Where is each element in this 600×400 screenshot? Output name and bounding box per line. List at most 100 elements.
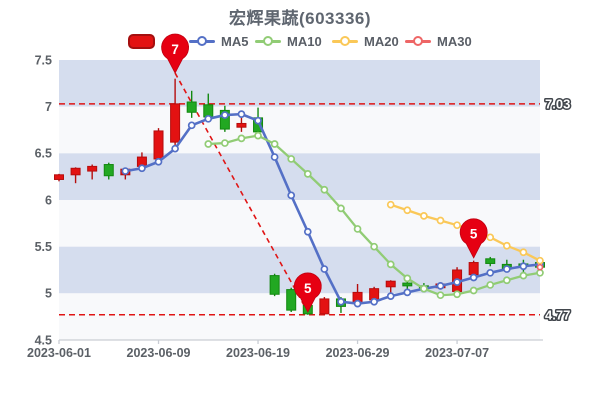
annotation-pin[interactable] <box>161 33 189 74</box>
ma-marker-ma20 <box>436 216 445 225</box>
candle[interactable] <box>286 289 297 311</box>
plot-band <box>59 106 540 154</box>
ma-marker-ma20 <box>536 256 544 265</box>
ma-marker-ma10 <box>204 140 213 148</box>
candle[interactable] <box>87 165 98 172</box>
ma-marker-ma20 <box>519 248 528 257</box>
x-axis-label: 2023-07-07 <box>425 346 489 360</box>
legend-label: MA10 <box>287 33 322 49</box>
legend-item-ma30[interactable]: MA30 <box>405 33 472 49</box>
ma-marker-ma5 <box>171 144 179 153</box>
ma-marker-ma10 <box>320 185 329 194</box>
y-axis-label: 5.5 <box>35 240 52 254</box>
ma-marker-ma10 <box>486 281 495 289</box>
ma-marker-ma5 <box>320 265 329 273</box>
ma-marker-ma20 <box>403 206 412 215</box>
ma-marker-ma10 <box>237 134 246 143</box>
y-axis-label: 7 <box>45 100 52 114</box>
ma-marker-ma5 <box>237 110 246 118</box>
ma-marker-ma10 <box>420 284 428 293</box>
ma-marker-ma5 <box>187 121 196 130</box>
legend-item-ma20[interactable]: MA20 <box>332 33 399 49</box>
ma-marker-ma10 <box>270 140 279 148</box>
ma30-legend-icon <box>405 33 431 49</box>
ma-marker-ma20 <box>453 221 461 230</box>
ma-marker-ma20 <box>386 200 395 209</box>
ma-marker-ma10 <box>287 155 296 163</box>
ma5-legend-icon <box>189 33 215 49</box>
ma-marker-ma5 <box>287 191 296 200</box>
ma-marker-ma5 <box>386 292 395 300</box>
y-axis-label: 4.5 <box>35 333 52 347</box>
ma-marker-ma10 <box>436 291 445 300</box>
ma-marker-ma10 <box>337 204 345 213</box>
kline-legend-icon <box>128 33 155 49</box>
candle[interactable] <box>269 275 280 295</box>
y-axis-label: 6 <box>45 193 52 207</box>
candle[interactable] <box>468 262 479 276</box>
annotation-pin-label: 5 <box>470 227 478 242</box>
chart-title: 宏辉果蔬(603336) <box>228 9 372 28</box>
ma-marker-ma5 <box>254 116 262 125</box>
legend: MA5 MA10 MA20 MA30 <box>0 33 600 51</box>
candle[interactable] <box>236 122 247 128</box>
ma-marker-ma10 <box>386 260 395 269</box>
annotation-pin[interactable] <box>459 218 488 259</box>
legend-item-ma10[interactable]: MA10 <box>255 33 322 49</box>
ma-marker-ma20 <box>486 233 495 242</box>
legend-item-kline[interactable] <box>128 33 155 49</box>
ma-marker-ma20 <box>502 241 511 250</box>
ma-marker-ma10 <box>221 139 229 147</box>
ma-marker-ma5 <box>453 278 461 286</box>
candle[interactable] <box>186 101 197 113</box>
ma-marker-ma10 <box>469 286 478 295</box>
candle[interactable] <box>385 280 396 288</box>
ma-marker-ma5 <box>270 153 279 161</box>
legend-item-ma5[interactable]: MA5 <box>189 33 248 49</box>
ma-marker-ma5 <box>204 114 213 123</box>
candle[interactable] <box>54 174 64 180</box>
annotation-pin-label: 7 <box>171 42 179 57</box>
ma10-legend-icon <box>255 33 281 49</box>
ma-marker-ma5 <box>221 111 229 119</box>
candle[interactable] <box>70 167 81 176</box>
ma-marker-ma10 <box>403 274 412 283</box>
legend-label: MA20 <box>364 33 399 49</box>
ma20-legend-icon <box>332 33 358 49</box>
x-axis-label: 2023-06-29 <box>326 346 390 360</box>
annotation-pin-label: 5 <box>304 281 312 296</box>
legend-label: MA30 <box>437 33 472 49</box>
ma-marker-ma10 <box>453 290 461 299</box>
y-axis-label: 6.5 <box>35 147 52 161</box>
ma-marker-ma5 <box>403 288 412 297</box>
ma-marker-ma10 <box>370 242 378 251</box>
ma-marker-ma20 <box>420 212 428 220</box>
annotation-pin[interactable] <box>293 272 322 313</box>
plot-band <box>59 293 540 340</box>
candle[interactable] <box>402 282 413 287</box>
markline-label: 7.03 <box>545 96 570 111</box>
ma-marker-ma5 <box>303 227 312 236</box>
ma-marker-ma10 <box>519 271 528 280</box>
legend-label: MA5 <box>221 33 249 49</box>
candle[interactable] <box>170 103 181 143</box>
candle[interactable] <box>319 298 330 315</box>
x-axis-label: 2023-06-01 <box>27 346 91 360</box>
ma-marker-ma10 <box>536 268 544 277</box>
y-axis-label: 5 <box>45 287 52 301</box>
candle[interactable] <box>103 164 114 177</box>
plot-band <box>59 60 540 107</box>
ma-marker-ma5 <box>486 268 495 277</box>
candle[interactable] <box>485 258 496 264</box>
candle[interactable] <box>153 130 164 160</box>
ma-marker-ma10 <box>254 131 262 140</box>
ma-marker-ma5 <box>502 265 511 273</box>
ma-marker-ma5 <box>353 299 362 308</box>
candle[interactable] <box>219 109 230 130</box>
ma-marker-ma5 <box>337 297 345 306</box>
x-axis-label: 2023-06-19 <box>226 346 290 360</box>
ma-marker-ma10 <box>303 170 312 178</box>
ma-marker-ma5 <box>370 297 378 306</box>
